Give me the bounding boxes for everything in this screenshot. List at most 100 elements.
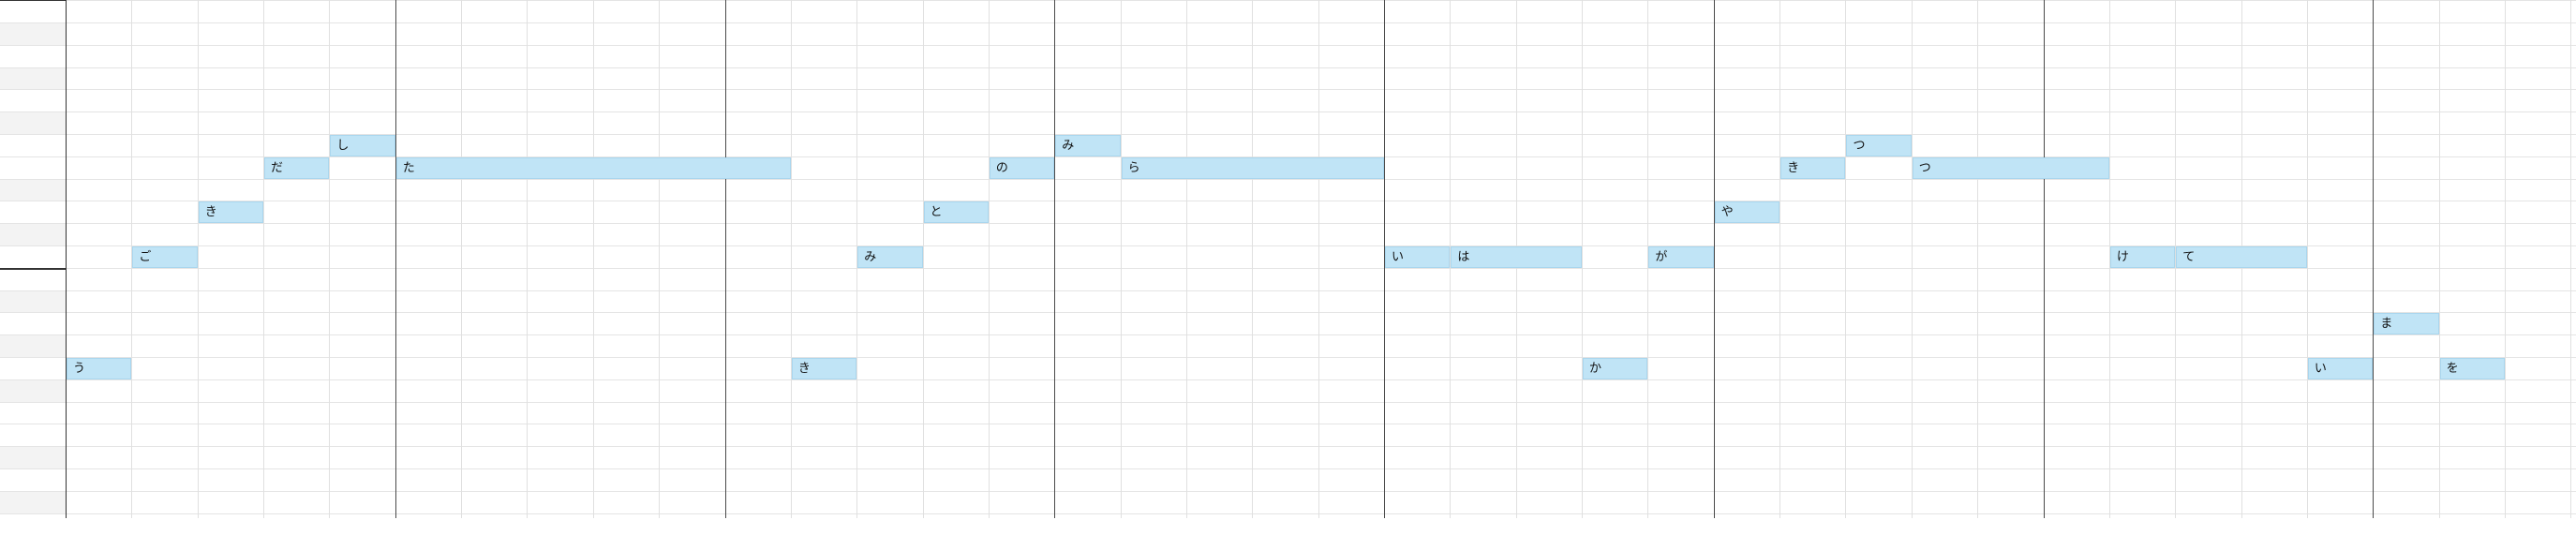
- pitch-row-line: [0, 491, 2576, 492]
- note-block[interactable]: は: [1451, 246, 1582, 268]
- piano-key[interactable]: [0, 357, 66, 379]
- note-block[interactable]: て: [2176, 246, 2307, 268]
- note-block[interactable]: つ: [1913, 157, 2109, 179]
- beat-line: [1977, 0, 1978, 518]
- piano-key[interactable]: [0, 312, 66, 334]
- piano-key[interactable]: [0, 134, 66, 156]
- measure-line: [395, 0, 396, 518]
- note-lyric: い: [2315, 362, 2327, 376]
- note-block[interactable]: き: [792, 358, 856, 379]
- piano-key[interactable]: [0, 446, 66, 468]
- pitch-row-line: [0, 513, 2576, 514]
- pitch-row-line: [0, 357, 2576, 358]
- keyboard-top-border: [0, 0, 66, 1]
- note-lyric: き: [205, 205, 217, 219]
- note-block[interactable]: い: [2308, 358, 2373, 379]
- note-lyric: き: [798, 362, 811, 376]
- piano-key[interactable]: [0, 89, 66, 111]
- piano-key[interactable]: [0, 201, 66, 223]
- measure-line: [2044, 0, 2045, 518]
- note-block[interactable]: か: [1583, 358, 1647, 379]
- piano-key[interactable]: [0, 223, 66, 245]
- beat-line: [329, 0, 330, 518]
- pitch-row-line: [0, 446, 2576, 447]
- note-lyric: ま: [2380, 317, 2392, 331]
- pitch-row-line: [0, 223, 2576, 224]
- piano-key[interactable]: [0, 290, 66, 313]
- note-block[interactable]: き: [1780, 157, 1845, 179]
- pitch-row-line: [0, 402, 2576, 403]
- note-block[interactable]: だ: [264, 157, 329, 179]
- note-lyric: う: [73, 362, 85, 376]
- piano-roll-editor[interactable]: うごきだしたきみとのみらいはかがやきつつけていまを: [0, 0, 2576, 518]
- note-block[interactable]: い: [1385, 246, 1450, 268]
- measure-line: [2373, 0, 2374, 518]
- note-lyric: た: [403, 161, 415, 175]
- note-lyric: き: [1787, 161, 1799, 175]
- note-lyric: だ: [271, 161, 283, 175]
- note-lyric: ご: [139, 250, 151, 264]
- piano-key[interactable]: [0, 379, 66, 402]
- pitch-row-line: [0, 268, 2576, 269]
- octave-boundary-marker: [0, 268, 66, 270]
- pitch-row-line: [0, 312, 2576, 313]
- note-block[interactable]: き: [199, 201, 263, 223]
- piano-key[interactable]: [0, 67, 66, 90]
- piano-key[interactable]: [0, 268, 66, 290]
- piano-key[interactable]: [0, 179, 66, 201]
- pitch-row-line: [0, 334, 2576, 335]
- piano-key[interactable]: [0, 245, 66, 268]
- beat-line: [593, 0, 594, 518]
- piano-key[interactable]: [0, 22, 66, 45]
- beat-line: [1318, 0, 1319, 518]
- piano-key[interactable]: [0, 491, 66, 513]
- pitch-row-line: [0, 45, 2576, 46]
- note-lyric: が: [1655, 250, 1667, 264]
- note-lyric: と: [931, 205, 943, 219]
- note-block[interactable]: ご: [132, 246, 197, 268]
- beat-line: [2439, 0, 2440, 518]
- piano-key[interactable]: [0, 513, 66, 535]
- beat-line: [2505, 0, 2506, 518]
- note-block[interactable]: み: [857, 246, 922, 268]
- piano-key[interactable]: [0, 424, 66, 446]
- piano-key[interactable]: [0, 45, 66, 67]
- note-block[interactable]: た: [396, 157, 791, 179]
- note-block[interactable]: や: [1715, 201, 1779, 223]
- pitch-row-line: [0, 179, 2576, 180]
- piano-key[interactable]: [0, 334, 66, 357]
- note-lyric: の: [996, 161, 1008, 175]
- keyboard-divider: [66, 0, 67, 518]
- beat-line: [1912, 0, 1913, 518]
- note-block[interactable]: ら: [1122, 157, 1384, 179]
- note-block[interactable]: う: [67, 358, 131, 379]
- note-lyric: を: [2447, 362, 2459, 376]
- note-block[interactable]: と: [924, 201, 989, 223]
- beat-line: [791, 0, 792, 518]
- piano-key[interactable]: [0, 0, 66, 22]
- measure-line: [1054, 0, 1055, 518]
- measure-line: [725, 0, 726, 518]
- note-block[interactable]: し: [330, 135, 395, 156]
- note-block[interactable]: ま: [2374, 313, 2438, 334]
- note-block[interactable]: を: [2440, 358, 2505, 379]
- note-lyric: け: [2117, 250, 2129, 264]
- pitch-row-line: [0, 89, 2576, 90]
- note-block[interactable]: み: [1055, 135, 1120, 156]
- beat-line: [198, 0, 199, 518]
- note-block[interactable]: が: [1648, 246, 1713, 268]
- beat-line: [1186, 0, 1187, 518]
- piano-key[interactable]: [0, 402, 66, 424]
- piano-key[interactable]: [0, 156, 66, 179]
- note-block[interactable]: つ: [1846, 135, 1911, 156]
- note-lyric: ら: [1128, 161, 1140, 175]
- note-block[interactable]: け: [2110, 246, 2175, 268]
- note-lyric: つ: [1853, 139, 1865, 153]
- beat-line: [1582, 0, 1583, 518]
- note-block[interactable]: の: [990, 157, 1054, 179]
- piano-key[interactable]: [0, 111, 66, 134]
- piano-key[interactable]: [0, 468, 66, 491]
- note-lyric: み: [1062, 139, 1074, 153]
- beat-line: [659, 0, 660, 518]
- note-lyric: み: [864, 250, 876, 264]
